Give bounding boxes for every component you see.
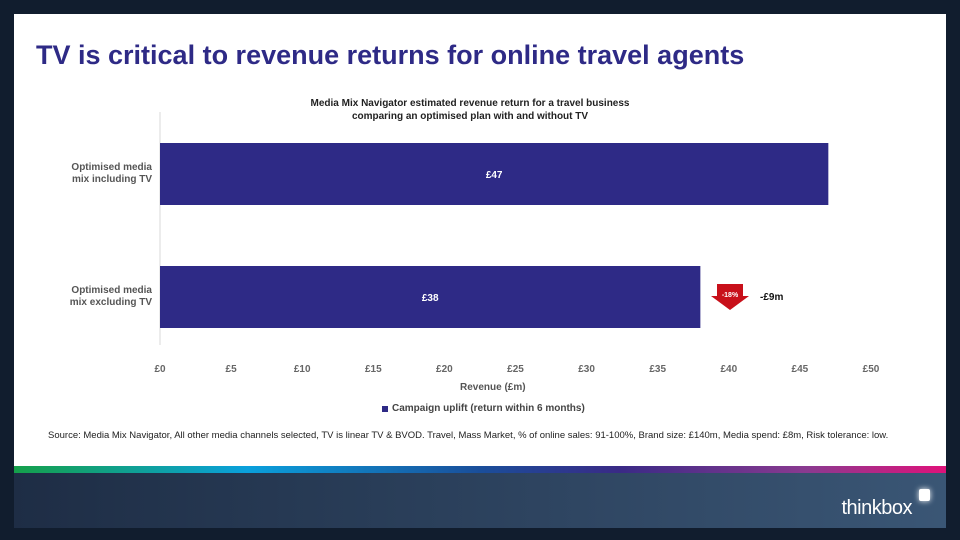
down-arrow-icon bbox=[711, 284, 749, 310]
category-label-line: mix excluding TV bbox=[69, 297, 152, 308]
gradient-stripe bbox=[14, 466, 946, 473]
x-tick-label: £40 bbox=[720, 364, 737, 375]
category-label-line: Optimised media bbox=[71, 162, 152, 173]
x-tick-label: £10 bbox=[294, 364, 311, 375]
x-tick-label: £0 bbox=[154, 364, 166, 375]
category-label: Optimised media mix including TV bbox=[32, 162, 152, 186]
page-title: TV is critical to revenue returns for on… bbox=[36, 40, 745, 70]
bar bbox=[160, 143, 829, 205]
legend: Campaign uplift (return within 6 months) bbox=[382, 403, 585, 414]
chart-title-line: Media Mix Navigator estimated revenue re… bbox=[310, 98, 630, 109]
x-tick-label: £35 bbox=[649, 364, 666, 375]
footer: thinkbox bbox=[14, 473, 946, 528]
x-tick-label: £5 bbox=[226, 364, 238, 375]
slide bbox=[14, 14, 946, 466]
data-label: £47 bbox=[486, 170, 503, 181]
category-label-line: mix including TV bbox=[71, 174, 152, 185]
x-tick-label: £50 bbox=[863, 364, 880, 375]
source-note: Source: Media Mix Navigator, All other m… bbox=[48, 430, 889, 441]
chart-title-line: comparing an optimised plan with and wit… bbox=[351, 111, 589, 122]
chart-title: Media Mix Navigator estimated revenue re… bbox=[160, 97, 780, 123]
bar bbox=[160, 266, 701, 328]
logo-square-icon bbox=[919, 489, 930, 501]
arrow-label: -18% bbox=[722, 292, 739, 299]
x-tick-label: £45 bbox=[792, 364, 809, 375]
x-tick-label: £25 bbox=[507, 364, 524, 375]
x-axis-label: Revenue (£m) bbox=[460, 382, 526, 393]
x-tick-label: £15 bbox=[365, 364, 382, 375]
annotation-text: -£9m bbox=[760, 292, 783, 303]
legend-swatch bbox=[382, 405, 388, 412]
category-label: Optimised media mix excluding TV bbox=[32, 285, 152, 309]
data-label: £38 bbox=[422, 293, 439, 304]
x-tick-label: £30 bbox=[578, 364, 595, 375]
x-tick-label: £20 bbox=[436, 364, 453, 375]
thinkbox-logo: thinkbox bbox=[841, 497, 913, 519]
category-label-line: Optimised media bbox=[71, 285, 152, 296]
legend-label: Campaign uplift (return within 6 months) bbox=[392, 403, 585, 414]
